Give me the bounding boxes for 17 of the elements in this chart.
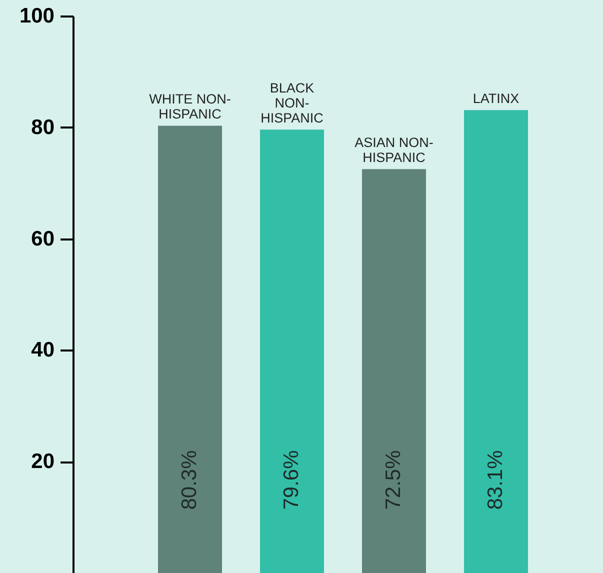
bar <box>362 169 426 573</box>
category-label: ASIAN NON- HISPANIC <box>354 135 434 166</box>
x-tick-label: LATINX <box>472 91 520 106</box>
bar <box>464 110 528 573</box>
y-tick-label: 60 <box>31 227 54 250</box>
y-tick-label: 40 <box>31 338 54 362</box>
data-label: 80.3% <box>178 450 201 510</box>
y-tick-label: 20 <box>31 450 54 474</box>
bar <box>158 126 222 573</box>
category-label: BLACK NON- HISPANIC <box>260 80 324 126</box>
data-label: 79.6% <box>280 450 303 510</box>
category-label: WHITE NON- HISPANIC <box>149 92 231 122</box>
bar <box>260 130 324 573</box>
data-label: 83.1% <box>484 450 507 510</box>
y-tick-label: 100 <box>19 4 54 28</box>
data-label: 72.5% <box>382 450 405 510</box>
y-tick-label: 80 <box>31 116 54 139</box>
